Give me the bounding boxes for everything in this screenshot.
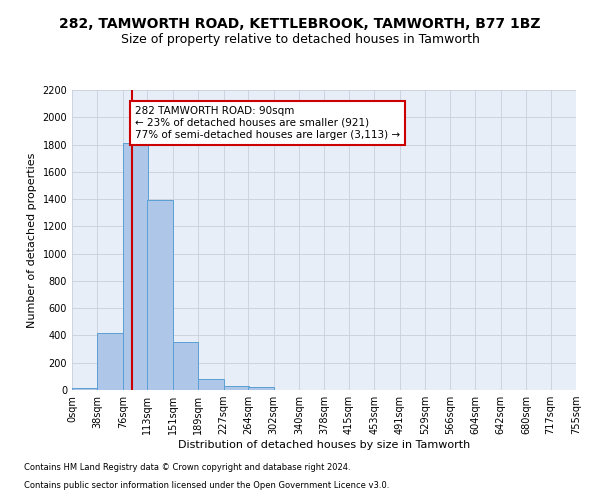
Bar bbox=[72, 388, 97, 390]
Bar bbox=[173, 342, 198, 390]
Bar bbox=[224, 386, 249, 390]
Text: 282 TAMWORTH ROAD: 90sqm
← 23% of detached houses are smaller (921)
77% of semi-: 282 TAMWORTH ROAD: 90sqm ← 23% of detach… bbox=[135, 106, 400, 140]
Text: Size of property relative to detached houses in Tamworth: Size of property relative to detached ho… bbox=[121, 32, 479, 46]
Bar bbox=[248, 388, 274, 390]
Y-axis label: Number of detached properties: Number of detached properties bbox=[27, 152, 37, 328]
Bar bbox=[123, 143, 148, 390]
Bar bbox=[198, 379, 224, 390]
X-axis label: Distribution of detached houses by size in Tamworth: Distribution of detached houses by size … bbox=[178, 440, 470, 450]
Text: 282, TAMWORTH ROAD, KETTLEBROOK, TAMWORTH, B77 1BZ: 282, TAMWORTH ROAD, KETTLEBROOK, TAMWORT… bbox=[59, 18, 541, 32]
Bar bbox=[148, 200, 173, 390]
Text: Contains public sector information licensed under the Open Government Licence v3: Contains public sector information licen… bbox=[24, 481, 389, 490]
Text: Contains HM Land Registry data © Crown copyright and database right 2024.: Contains HM Land Registry data © Crown c… bbox=[24, 464, 350, 472]
Bar bbox=[97, 332, 123, 390]
